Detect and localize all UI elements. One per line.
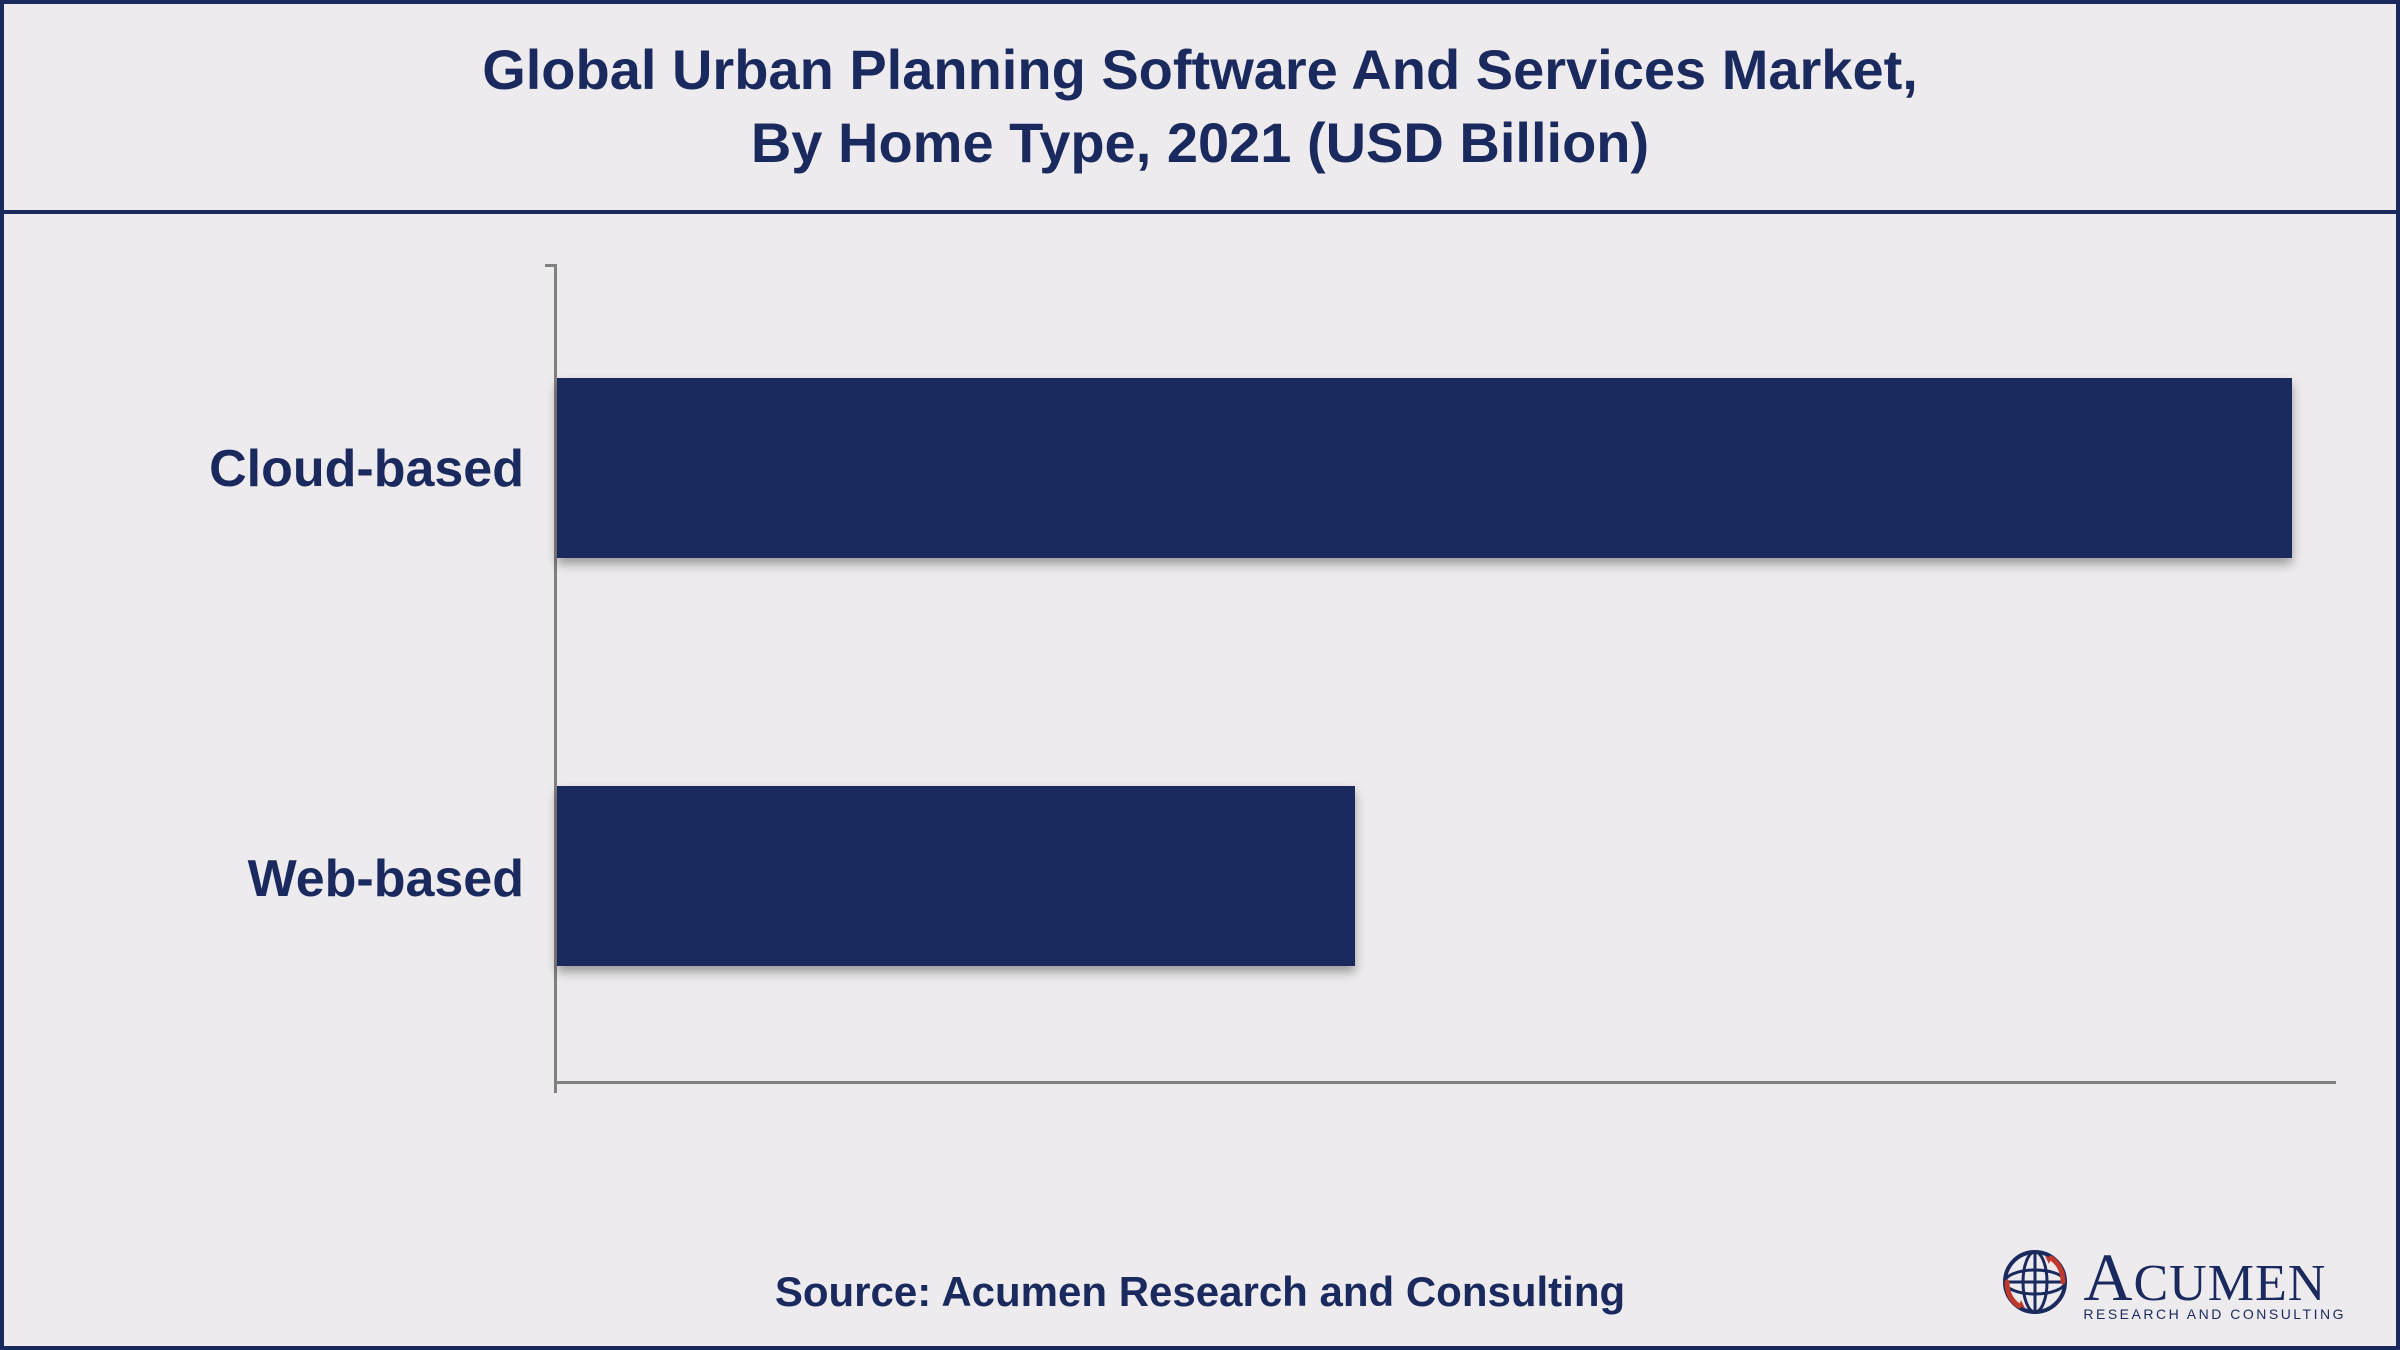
publisher-logo: ACUMEN RESEARCH AND CONSULTING (1999, 1243, 2346, 1321)
axis-tick-bottom (554, 1081, 557, 1093)
category-label-0: Cloud-based (64, 439, 524, 499)
category-label-1: Web-based (64, 849, 524, 909)
axis-tick-top (545, 264, 557, 267)
logo-brand-prefix: A (2083, 1239, 2133, 1315)
bars-area (554, 264, 2336, 1084)
chart-container: Global Urban Planning Software And Servi… (0, 0, 2400, 1350)
bar-web-based (557, 786, 1355, 966)
chart-plot-area: Cloud-based Web-based (64, 264, 2336, 1084)
logo-brand: ACUMEN (2083, 1243, 2346, 1311)
logo-tagline: RESEARCH AND CONSULTING (2083, 1307, 2346, 1321)
source-attribution: Source: Acumen Research and Consulting (775, 1268, 1625, 1316)
globe-icon (1999, 1246, 2071, 1318)
logo-brand-text: CUMEN (2134, 1255, 2327, 1312)
title-line-1: Global Urban Planning Software And Servi… (482, 38, 1918, 101)
bar-cloud-based (557, 378, 2292, 558)
logo-text: ACUMEN RESEARCH AND CONSULTING (2083, 1243, 2346, 1321)
title-box: Global Urban Planning Software And Servi… (0, 0, 2400, 214)
chart-title: Global Urban Planning Software And Servi… (24, 34, 2376, 180)
title-line-2: By Home Type, 2021 (USD Billion) (751, 111, 1649, 174)
bars-inner (557, 264, 2336, 1081)
y-axis-labels: Cloud-based Web-based (64, 264, 554, 1084)
chart-body: Cloud-based Web-based Source: Acumen Res… (0, 214, 2400, 1350)
